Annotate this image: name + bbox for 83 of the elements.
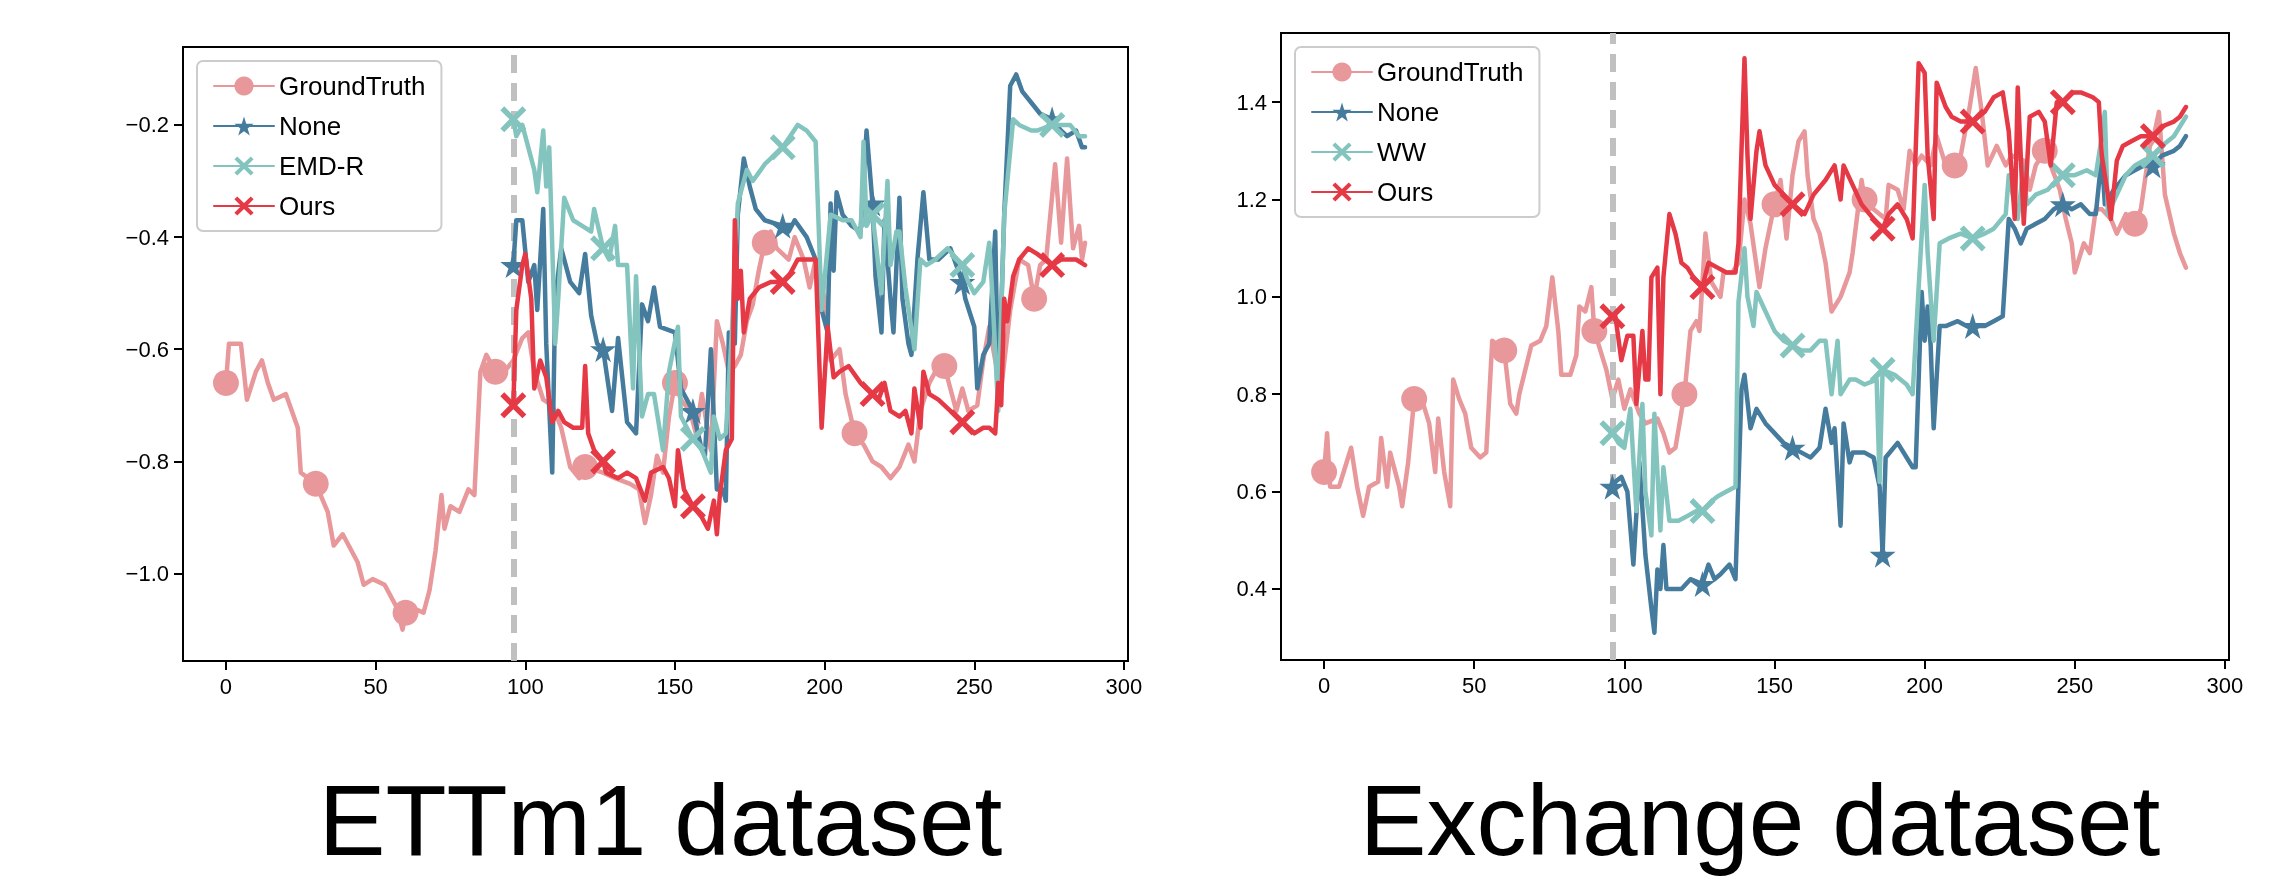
x-tick-label: 300 <box>2206 672 2244 698</box>
legend-label: WW <box>1377 137 1427 167</box>
y-tick-label: 0.4 <box>1236 576 1267 602</box>
x-tick-label: 0 <box>1317 672 1331 698</box>
point <box>931 353 958 380</box>
point <box>949 409 976 436</box>
point <box>679 425 706 452</box>
text: ETTm1 dataset <box>318 764 1003 876</box>
x-tick-label: 50 <box>363 673 388 699</box>
point <box>1401 386 1428 413</box>
point <box>1599 303 1626 330</box>
legend-label: None <box>1377 97 1440 127</box>
point <box>949 252 976 279</box>
x-tick-label: 50 <box>1461 672 1487 698</box>
point <box>1039 252 1066 279</box>
y-tick-label: 0.8 <box>1236 381 1267 407</box>
point <box>500 392 527 419</box>
point <box>1021 285 1048 312</box>
legend-label: EMD-R <box>279 151 365 181</box>
point <box>1959 225 1986 252</box>
point <box>841 420 868 447</box>
point <box>769 134 796 161</box>
x-tick-label: 100 <box>506 673 544 699</box>
point <box>1039 111 1066 138</box>
x-tick-label: 150 <box>656 673 694 699</box>
point <box>1869 215 1896 242</box>
point <box>2139 123 2166 150</box>
point <box>1689 274 1716 301</box>
point <box>2049 191 2076 218</box>
point <box>1671 381 1698 408</box>
point <box>1869 356 1896 383</box>
legend-label: GroundTruth <box>279 71 426 101</box>
point <box>2121 210 2148 237</box>
point <box>679 493 706 520</box>
point <box>859 201 886 228</box>
x-tick-label: 200 <box>806 673 843 699</box>
y-tick-label: 0.6 <box>1236 479 1267 505</box>
point <box>751 229 778 256</box>
y-tick-label: 1.2 <box>1236 186 1267 212</box>
legend-label: GroundTruth <box>1377 57 1524 87</box>
point <box>859 381 886 408</box>
x-tick-label: 200 <box>1906 672 1944 698</box>
point <box>590 336 617 363</box>
point <box>1959 108 1986 135</box>
y-tick-label: −0.2 <box>125 112 169 138</box>
point <box>302 470 329 497</box>
point <box>572 453 599 480</box>
point <box>590 448 617 475</box>
point <box>1491 337 1518 364</box>
point <box>1779 434 1806 461</box>
legend-label: None <box>279 111 342 141</box>
point <box>482 358 509 385</box>
point <box>1689 571 1716 598</box>
legend-label: Ours <box>279 191 336 221</box>
point <box>392 599 419 626</box>
point <box>590 235 617 262</box>
point <box>1689 498 1716 525</box>
point <box>769 268 796 295</box>
point <box>1779 191 1806 218</box>
x-tick-label: 300 <box>1105 673 1143 699</box>
x-tick-label: 150 <box>1756 672 1793 698</box>
point <box>2049 162 2076 189</box>
point <box>1779 332 1806 359</box>
y-tick-label: −1.0 <box>125 561 169 587</box>
x-tick-label: 100 <box>1606 672 1643 698</box>
legend-label: Ours <box>1377 177 1434 207</box>
point <box>1581 317 1608 344</box>
point <box>500 106 527 133</box>
point <box>1941 152 1968 179</box>
point <box>212 369 239 396</box>
text: Exchange dataset <box>1359 764 2161 876</box>
point <box>1599 420 1626 447</box>
x-tick-label: 250 <box>955 673 993 699</box>
point <box>1599 473 1626 500</box>
y-tick-label: 1.4 <box>1236 89 1267 115</box>
y-tick-label: −0.4 <box>125 224 169 250</box>
x-tick-label: 0 <box>219 673 233 699</box>
y-tick-label: −0.6 <box>125 336 169 362</box>
point <box>2049 89 2076 116</box>
y-tick-label: 1.0 <box>1236 284 1267 310</box>
y-tick-label: −0.8 <box>125 448 169 474</box>
x-tick-label: 250 <box>2056 672 2094 698</box>
point <box>1311 459 1338 486</box>
